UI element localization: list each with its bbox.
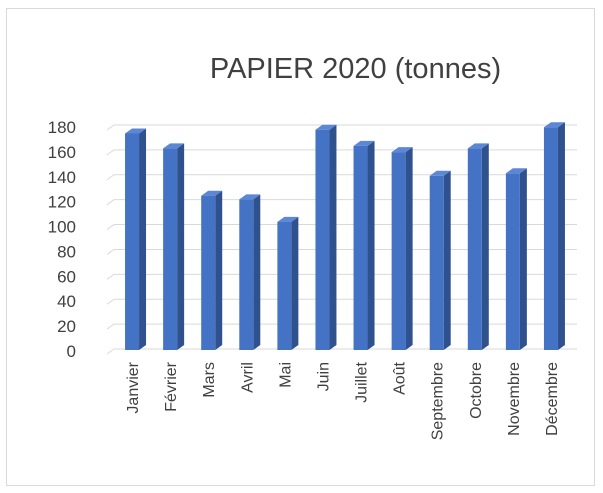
x-tick-label: Mai [277,362,294,388]
bar-side [139,128,147,350]
gridline [106,124,577,131]
bar-front [163,148,178,350]
bar-front [353,145,368,350]
x-tick-label: Août [392,361,409,394]
y-tick-label: 160 [48,143,76,162]
bar-front [505,173,520,350]
bar-top [429,170,451,176]
bar-front [239,199,254,350]
bar [125,128,147,350]
y-tick-label: 100 [48,218,76,237]
gridline [106,248,577,255]
bar-front [467,148,482,350]
bar [467,143,489,350]
chart-title: PAPIER 2020 (tonnes) [209,53,502,85]
gridline [106,174,577,181]
bar-front [543,127,558,350]
bar-top [505,168,527,174]
bar-front [391,152,406,350]
bar-side [177,143,185,350]
y-tick-label: 120 [48,193,76,212]
y-tick-label: 140 [48,168,76,187]
x-tick-label: Juin [315,362,332,391]
bar-top [543,122,565,128]
bar-side [481,143,489,350]
bar [391,147,413,350]
bar [239,194,261,350]
bar-front [277,221,292,350]
bar [543,122,565,350]
bar-top [467,143,489,149]
bar [505,168,527,350]
bar-top [315,124,337,130]
y-tick-label: 180 [48,118,76,137]
x-tick-label: Décembre [544,362,561,436]
bar [429,170,451,350]
bar [315,124,337,350]
bar-side [443,170,451,350]
x-tick-label: Juillet [354,361,371,402]
bar-top [201,190,223,196]
bar-front [125,133,140,350]
bar-top [391,147,413,153]
bar-front [315,129,330,350]
bar-top [125,128,147,134]
x-tick-label: Octobre [468,362,485,419]
bar-top [239,194,261,200]
x-tick-label: Septembre [430,362,447,440]
bar-top [353,140,375,146]
bar [201,190,223,350]
chart-container: PAPIER 2020 (tonnes) [6,8,595,486]
bar-side [557,122,565,350]
bar-top [277,216,299,222]
gridline [106,348,577,355]
x-tick-label: Novembre [506,362,523,436]
bar-side [291,216,299,350]
y-tick-label: 0 [67,342,76,361]
bar-side [367,140,375,350]
bar-front [429,175,444,350]
gridline [106,224,577,230]
y-tick-label: 60 [57,267,76,286]
y-tick-label: 80 [57,242,76,261]
bar-front [201,195,216,350]
bar [353,140,375,350]
gridline [106,149,577,156]
bar-side [253,194,261,350]
bar-side [405,147,413,350]
bar [277,216,299,350]
gridline [106,323,577,330]
x-tick-label: Avril [239,362,256,393]
gridline [106,273,577,280]
bar-side [329,124,337,350]
x-tick-label: Février [163,361,180,411]
y-tick-label: 40 [57,292,76,311]
bar-top [163,143,185,149]
bar-side [215,190,223,350]
gridline [106,298,577,305]
y-tick-label: 20 [57,317,76,336]
bar [163,143,185,350]
bar-side [519,168,527,350]
gridline [106,199,577,206]
x-tick-label: Mars [201,362,218,398]
x-tick-label: Janvier [125,361,142,413]
